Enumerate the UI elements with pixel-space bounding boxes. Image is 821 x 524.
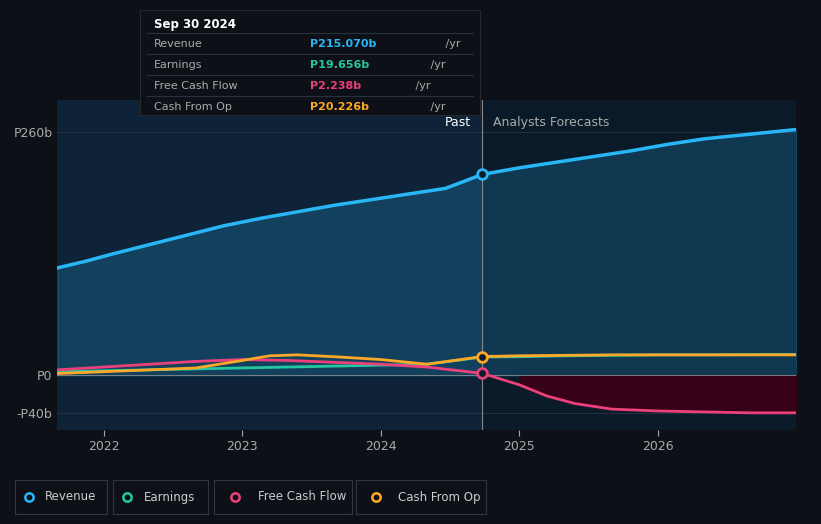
Text: /yr: /yr bbox=[412, 81, 431, 91]
Text: P19.656b: P19.656b bbox=[310, 60, 369, 70]
Text: Free Cash Flow: Free Cash Flow bbox=[258, 490, 346, 504]
FancyBboxPatch shape bbox=[140, 10, 480, 115]
Text: /yr: /yr bbox=[427, 102, 446, 113]
Text: P20.226b: P20.226b bbox=[310, 102, 369, 113]
Text: Earnings: Earnings bbox=[144, 490, 195, 504]
Text: P215.070b: P215.070b bbox=[310, 39, 376, 49]
Text: Past: Past bbox=[445, 116, 471, 129]
Text: Cash From Op: Cash From Op bbox=[397, 490, 480, 504]
Bar bbox=[483, 100, 796, 430]
Text: Analysts Forecasts: Analysts Forecasts bbox=[493, 116, 610, 129]
Text: Free Cash Flow: Free Cash Flow bbox=[154, 81, 237, 91]
Bar bbox=[57, 100, 483, 430]
Text: Revenue: Revenue bbox=[154, 39, 202, 49]
Text: Sep 30 2024: Sep 30 2024 bbox=[154, 18, 236, 31]
Text: P2.238b: P2.238b bbox=[310, 81, 361, 91]
Text: /yr: /yr bbox=[427, 60, 446, 70]
Text: Cash From Op: Cash From Op bbox=[154, 102, 232, 113]
Text: Earnings: Earnings bbox=[154, 60, 202, 70]
Text: /yr: /yr bbox=[442, 39, 460, 49]
Text: Revenue: Revenue bbox=[44, 490, 96, 504]
